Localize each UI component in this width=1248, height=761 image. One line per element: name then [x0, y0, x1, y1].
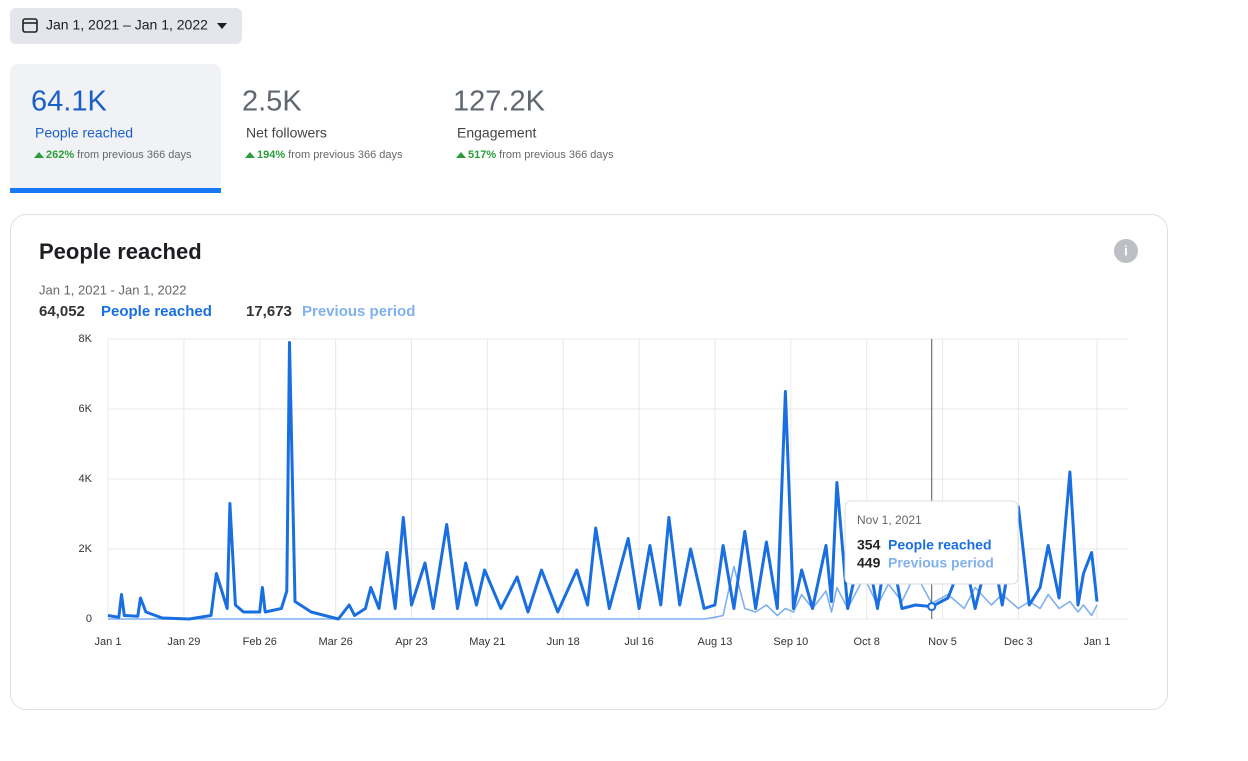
- x-tick-label: Jan 1: [95, 636, 122, 648]
- metric-label: Net followers: [246, 125, 327, 141]
- x-tick-label: Oct 8: [854, 636, 880, 648]
- legend-reached: People reached: [101, 303, 212, 320]
- card: [10, 214, 1168, 710]
- info-icon[interactable]: [1114, 239, 1138, 263]
- series-line: [107, 341, 1099, 621]
- legend-previous: Previous period: [302, 303, 415, 320]
- date-button[interactable]: [10, 8, 242, 44]
- chart-title: People reached: [39, 239, 202, 264]
- tab-indicator: [10, 188, 221, 193]
- info-i: i: [1124, 243, 1128, 259]
- calendar-icon: [22, 18, 38, 33]
- x-tick-label: Sep 10: [773, 636, 808, 648]
- x-tick-label: Jan 29: [167, 636, 200, 648]
- tooltip-box: [844, 500, 1019, 585]
- x-tick-label: May 21: [469, 636, 505, 648]
- change-suffix: from previous 366 days: [288, 149, 403, 161]
- up-arrow: [34, 152, 44, 158]
- tooltip-name: Previous period: [888, 555, 994, 571]
- change-pct: 517%: [468, 149, 496, 161]
- total-previous: 17,673: [246, 303, 292, 320]
- x-tick-label: Nov 5: [928, 636, 957, 648]
- x-tick-label: Jan 1: [1084, 636, 1111, 648]
- metric-value: 2.5K: [242, 86, 302, 118]
- change-suffix: from previous 366 days: [77, 149, 192, 161]
- x-tick-label: Dec 3: [1004, 636, 1033, 648]
- tooltip-name: People reached: [888, 537, 992, 553]
- y-tick-label: 6K: [79, 403, 93, 415]
- change-pct: 262%: [46, 149, 74, 161]
- change-suffix: from previous 366 days: [499, 149, 614, 161]
- metric-label: Engagement: [457, 125, 537, 141]
- caret: [217, 23, 227, 29]
- y-tick-label: 2K: [79, 543, 93, 555]
- metric-change: 262% from previous 366 days: [46, 149, 192, 161]
- hover-point: [927, 602, 937, 612]
- x-tick-label: Aug 13: [698, 636, 733, 648]
- metric-label: People reached: [35, 125, 133, 141]
- active-tab[interactable]: [10, 64, 221, 190]
- metric-value: 127.2K: [453, 86, 546, 118]
- chart-subtitle: Jan 1, 2021 - Jan 1, 2022: [39, 282, 186, 297]
- y-tick-label: 8K: [79, 333, 93, 345]
- x-tick-label: Feb 26: [243, 636, 277, 648]
- metric-change: 194% from previous 366 days: [257, 149, 403, 161]
- tooltip-value: 354: [857, 537, 881, 553]
- tooltip-title: Nov 1, 2021: [857, 513, 922, 527]
- change-pct: 194%: [257, 149, 285, 161]
- y-tick-label: 4K: [79, 473, 93, 485]
- up-arrow: [456, 152, 466, 158]
- x-tick-label: Jun 18: [547, 636, 580, 648]
- up-arrow: [245, 152, 255, 158]
- metric-value: 64.1K: [31, 86, 107, 118]
- metric-change: 517% from previous 366 days: [468, 149, 614, 161]
- tooltip: Nov 1, 2021 354 People reached 449 Previ…: [844, 500, 1019, 585]
- x-tick-label: Mar 26: [318, 636, 352, 648]
- tooltip-value: 449: [857, 555, 881, 571]
- x-tick-label: Jul 16: [624, 636, 653, 648]
- y-tick-label: 0: [86, 613, 92, 625]
- total-reached: 64,052: [39, 303, 85, 320]
- date-range: Jan 1, 2021 – Jan 1, 2022: [46, 17, 208, 33]
- x-tick-label: Apr 23: [395, 636, 427, 648]
- series-line: [108, 565, 1098, 620]
